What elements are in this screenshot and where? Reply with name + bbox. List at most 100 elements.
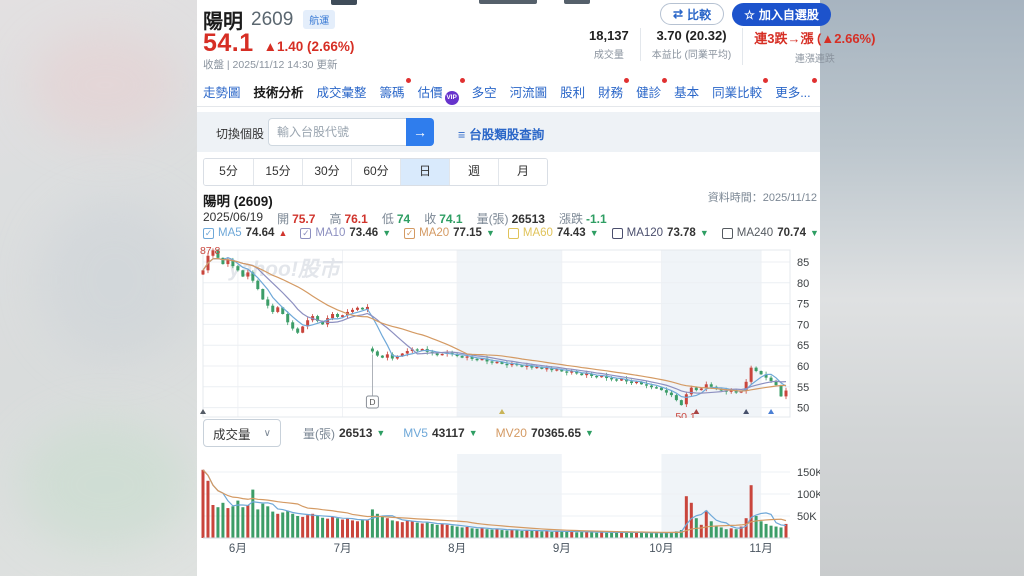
nav-tab-籌碼[interactable]: 籌碼 — [380, 78, 411, 115]
header-stat: 3.70 (20.32) 本益比 (同業平均) — [639, 28, 742, 61]
y-axis-label: 50 — [797, 403, 809, 415]
volume-chart[interactable]: 150K 100K 50K 6月 7月 8月 9月 10月 11月 — [197, 450, 823, 562]
x-axis-month-label: 8月 — [448, 543, 466, 555]
volume-axis-label: 50K — [797, 511, 817, 523]
nav-tab-成交彙整[interactable]: 成交彙整 — [316, 86, 367, 100]
nav-tabs: 走勢圖 技術分析 成交彙整 籌碼 估價 VIP 多空 河流圖 股利 財務 健診 基本 同業比較 更多... — [203, 78, 817, 115]
event-triangle-marker — [693, 409, 700, 414]
notification-dot — [763, 78, 769, 83]
stock-switch-bar: 切換個股 → ≡台股類股查詢 — [197, 112, 820, 152]
ohlc-row: 2025/06/19 開 75.7 高 76.1 低 74 收 74.1 量(張) 26513 漲跌… — [203, 210, 607, 227]
ma-toggle-MA5[interactable]: ✓ MA5 74.64 ▲ — [203, 227, 288, 239]
ohlc-date: 2025/06/19 — [203, 210, 264, 224]
x-axis-month-label: 9月 — [553, 543, 571, 555]
nav-tab-技術分析[interactable]: 技術分析 — [253, 82, 304, 115]
nav-tab-走勢圖[interactable]: 走勢圖 — [203, 86, 241, 100]
cutoff-toolbar-fragment — [564, 0, 590, 4]
notification-dot — [662, 78, 668, 83]
volume-type-dropdown[interactable]: 成交量 ∨ — [203, 419, 281, 447]
ohlc-field: 收 74.1 — [424, 212, 463, 226]
notification-dot — [811, 78, 817, 83]
y-axis-label: 80 — [797, 278, 809, 290]
star-icon: ☆ — [744, 7, 755, 22]
ma-value: 73.78 — [667, 227, 696, 239]
checkbox-icon — [611, 227, 623, 239]
stock-code-input[interactable] — [268, 118, 406, 146]
cutoff-toolbar-fragment — [479, 0, 537, 4]
period-tab-日[interactable]: 日 — [400, 159, 449, 185]
ohlc-field: 漲跌 -1.1 — [558, 212, 607, 226]
ma5-line — [202, 256, 787, 399]
x-axis-month-label: 6月 — [229, 543, 247, 555]
checkbox-icon: ✓ — [404, 227, 416, 239]
nav-tab-更多...[interactable]: 更多... — [775, 78, 817, 115]
notification-dot — [405, 78, 411, 83]
volume-legend-item-量(張)[interactable]: 量(張) 26513 ▼ — [303, 426, 386, 441]
chart-title: 陽明 (2609) — [203, 194, 273, 209]
event-triangle-marker — [768, 409, 775, 414]
event-triangle-marker — [498, 409, 505, 414]
ma-label: MA5 — [218, 227, 242, 239]
period-tab-週[interactable]: 週 — [449, 159, 498, 185]
ohlc-field: 量(張) 26513 — [476, 212, 545, 226]
nav-tab-同業比較[interactable]: 同業比較 — [712, 78, 769, 115]
ma-value: 70.74 — [777, 227, 806, 239]
volume-legend: 量(張) 26513 ▼ MV5 43117 ▼ MV20 70365.65 ▼ — [303, 425, 594, 442]
y-axis-label: 65 — [797, 340, 809, 352]
ma-label: MA120 — [626, 227, 664, 239]
close-time: 收盤 | 2025/11/12 14:30 更新 — [203, 59, 338, 71]
volume-legend-item-MV5[interactable]: MV5 43117 ▼ — [403, 426, 478, 440]
header-stat: 18,137 成交量 — [578, 28, 640, 61]
ma-toggle-MA60[interactable]: MA60 74.43 ▼ — [507, 227, 599, 239]
nav-tab-估價[interactable]: 估價 VIP — [418, 78, 465, 115]
ma20-line — [202, 257, 787, 392]
ma-toggle-MA240[interactable]: MA240 70.74 ▼ — [721, 227, 819, 239]
ma-toggle-MA10[interactable]: ✓ MA10 73.46 ▼ — [300, 227, 392, 239]
stock-name: 陽明 — [203, 11, 243, 33]
blurred-left-edge — [0, 0, 197, 576]
notification-dot — [459, 78, 465, 83]
stat-label: 連漲連跌 — [794, 54, 835, 65]
mv-line-20 — [202, 469, 787, 534]
event-triangle-marker — [743, 409, 750, 414]
period-tab-15分[interactable]: 15分 — [253, 159, 302, 185]
ma-toggle-MA120[interactable]: MA120 73.78 ▼ — [611, 227, 709, 239]
nav-tab-股利[interactable]: 股利 — [560, 86, 586, 100]
compare-icon: ⇄ — [673, 7, 684, 21]
compare-button[interactable]: ⇄ 比較 — [660, 3, 725, 25]
watermark: yahoo!股市 — [228, 257, 344, 281]
chevron-down-icon: ∨ — [263, 427, 271, 439]
ohlc-field: 開 75.7 — [277, 212, 316, 226]
checkbox-icon — [721, 227, 733, 239]
ma-label: MA60 — [522, 227, 553, 239]
x-axis-month-label: 11月 — [749, 543, 772, 555]
period-tab-5分[interactable]: 5分 — [204, 159, 253, 185]
nav-divider — [197, 106, 820, 107]
nav-tab-河流圖[interactable]: 河流圖 — [509, 86, 548, 100]
period-tab-60分[interactable]: 60分 — [351, 159, 400, 185]
sector-query-link[interactable]: ≡ 台股類股查詢 — [458, 128, 545, 142]
y-axis-label: 60 — [797, 361, 809, 373]
stat-value: 18,137 — [589, 28, 629, 43]
nav-tab-多空[interactable]: 多空 — [471, 86, 497, 100]
volume-legend-item-MV20[interactable]: MV20 70365.65 ▼ — [495, 426, 594, 440]
nav-tab-健診[interactable]: 健診 — [636, 78, 668, 115]
industry-badge[interactable]: 航運 — [303, 10, 336, 29]
svg-text:D: D — [369, 397, 375, 407]
price-chart[interactable]: 85 80 75 70 65 60 55 50 yahoo!股市 87.8 50.1 D — [197, 244, 820, 423]
add-watchlist-button[interactable]: ☆ 加入自選股 — [732, 3, 831, 26]
ma-value: 74.43 — [556, 227, 586, 239]
period-tab-30分[interactable]: 30分 — [302, 159, 351, 185]
nav-tab-基本[interactable]: 基本 — [674, 86, 700, 100]
ma-toggle-MA20[interactable]: ✓ MA20 77.15 ▼ — [404, 227, 495, 239]
period-low-label: 50.1 — [675, 411, 696, 418]
nav-tab-財務[interactable]: 財務 — [598, 78, 630, 115]
event-triangle-marker — [200, 409, 206, 414]
ohlc-field: 高 76.1 — [329, 212, 368, 226]
vip-badge: VIP — [444, 90, 459, 105]
price-change: ▲1.40 (2.66%) — [263, 39, 355, 54]
period-tab-月[interactable]: 月 — [498, 159, 547, 185]
search-submit-button[interactable]: → — [406, 118, 434, 146]
ma-indicator-row: ✓ MA5 74.64 ▲ ✓ MA10 73.46 ▼ ✓ MA20 77.15 ▼ M… — [203, 227, 819, 239]
